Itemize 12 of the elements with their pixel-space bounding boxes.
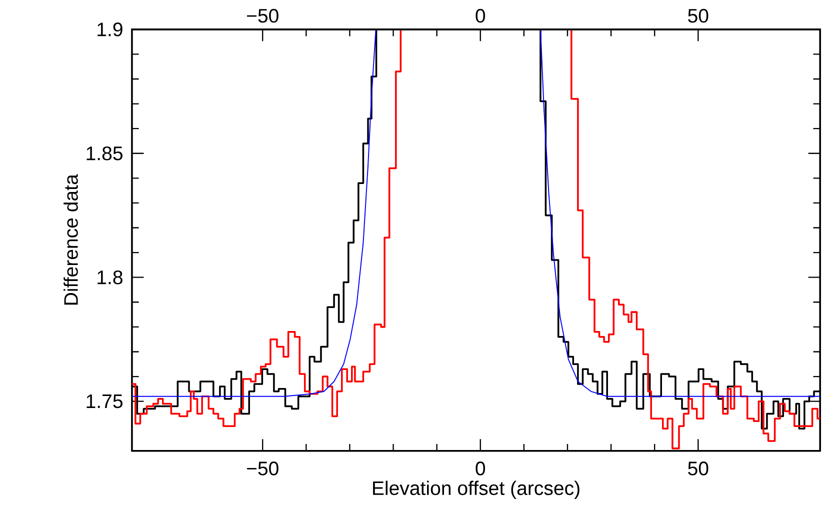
x-axis-title: Elevation offset (arcsec): [373, 480, 580, 499]
y-axis-title: Difference data: [64, 174, 78, 304]
y-tick-label: 1.75: [86, 394, 122, 408]
x2-tick-label: 50: [688, 461, 708, 476]
x2-tick-label: 0: [476, 461, 486, 476]
y-tick-label: 1.85: [86, 146, 122, 160]
x2-tick-label: −50: [247, 461, 278, 476]
x-tick-label: 0: [476, 8, 486, 22]
y-tick-label: 1.9: [98, 22, 122, 36]
y-tick-label: 1.8: [98, 270, 122, 284]
x-tick-label: 50: [688, 8, 708, 22]
x-tick-label: −50: [247, 8, 278, 22]
